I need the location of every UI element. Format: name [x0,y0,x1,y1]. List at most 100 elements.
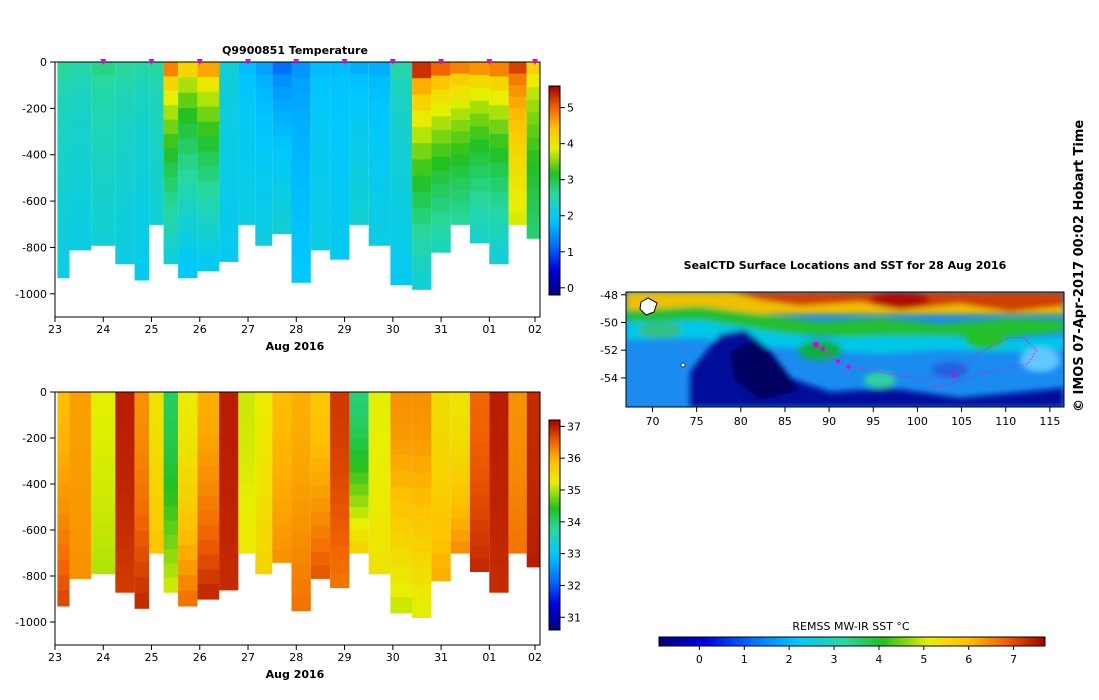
salinity-profile-cell [69,458,92,473]
temperature-profile-cell [349,131,369,144]
salinity-profile-cell [526,454,540,468]
salinity-profile-cell [310,498,331,513]
salinity-profile-cell [149,415,164,428]
salinity-profile-cell [450,541,470,554]
temperature-profile-cell [163,191,179,207]
temperature-profile-cell [69,142,92,157]
temperature-profile-cell [149,73,164,86]
salinity-profile-cell [431,486,451,501]
temperature-profile-cell [219,76,239,91]
temperature-y-tick-label: -1000 [15,288,47,301]
salinity-profile-cell [163,549,179,565]
temperature-profile-cell [149,120,164,133]
salinity-profile-cell [450,392,470,405]
sst-colorbar [658,636,1046,647]
salinity-profile-cell [508,484,527,497]
temperature-profile-cell [412,240,432,258]
temperature-profile-cell [368,140,391,155]
salinity-profile-cell [390,581,413,598]
temperature-profile-cell [330,216,350,232]
temperature-profile-cell [115,234,135,250]
salinity-profile-cell [291,563,311,580]
salinity-profile-cell [149,530,164,543]
temperature-profile-cell [197,181,220,197]
salinity-colorbar-tick-label: 37 [567,420,581,433]
temperature-profile-cell [91,62,116,76]
temperature-profile-cell [390,221,413,238]
salinity-profile-cell [255,456,273,471]
temperature-profile-cell [91,101,116,115]
salinity-profile-cell [431,392,451,407]
temperature-profile-cell [431,143,451,158]
salinity-profile-cell [349,392,369,405]
salinity-profile-cell [57,560,70,576]
temperature-profile-cell [219,218,239,234]
temperature-profile-cell [149,166,164,179]
salinity-profile-cell [238,449,256,462]
temperature-profile-cell [310,209,331,224]
salinity-profile-cell [238,518,256,531]
temperature-profile-cell [349,189,369,202]
temperature-profile-cell [255,62,273,76]
salinity-profile-cell [368,495,391,510]
sst-colorbar-tick-label: 7 [1010,653,1017,666]
surface-marker [438,59,445,65]
temperature-profile-cell [134,139,150,156]
salinity-profile-cell [272,513,292,527]
salinity-profile-cell [69,485,92,499]
salinity-profile-cell [390,423,413,440]
salinity-profile-cell [219,547,239,563]
salinity-profile-cell [489,506,509,522]
temperature-profile-cell [134,217,150,234]
salinity-profile-cell [349,403,369,416]
temperature-profile-cell [255,192,273,207]
temperature-profile-cell [390,189,413,206]
temperature-profile-cell [368,192,391,207]
sst-colorbar-tick-label: 0 [696,653,703,666]
temperature-profile-cell [91,219,116,233]
temperature-profile-cell [163,119,179,135]
surface-marker [389,59,396,65]
salinity-colorbar-tick-label: 31 [567,611,581,624]
salinity-profile-cell [489,577,509,593]
temperature-x-tick-label: 31 [434,323,448,336]
salinity-profile-cell [115,434,135,450]
salinity-profile-cell [134,561,150,578]
salinity-profile-cell [255,430,273,445]
salinity-profile-cell [310,392,331,406]
salinity-profile-cell [163,506,179,522]
temperature-colorbar-tick-label: 1 [567,246,574,259]
temperature-profile-cell [310,169,331,184]
salinity-profile-cell [134,546,150,563]
salinity-profile-cell [526,441,540,455]
temperature-profile-cell [470,74,490,89]
salinity-profile-cell [197,584,220,600]
temperature-profile-cell [57,185,70,202]
salinity-profile-cell [91,521,116,536]
salinity-profile-cell [508,541,527,554]
salinity-colorbar-tick-label: 35 [567,484,581,497]
salinity-profile-cell [134,392,150,408]
temperature-profile-cell [390,141,413,158]
salinity-profile-cell [349,438,369,451]
salinity-profile-cell [349,472,369,485]
salinity-profile-cell [178,407,198,424]
salinity-profile-cell [489,406,509,422]
salinity-x-tick-label: 02 [528,651,542,664]
temperature-profile-cell [508,166,527,179]
salinity-profile-cell [450,438,470,451]
salinity-profile-cell [163,520,179,536]
temperature-profile-cell [238,62,256,75]
salinity-x-tick-label: 30 [386,651,400,664]
temperature-y-tick-label: -400 [22,149,47,162]
salinity-profile-cell [470,558,490,572]
salinity-y-tick-label: -1000 [15,616,47,629]
temperature-profile-cell [238,108,256,121]
salinity-profile-cell [390,392,413,409]
temperature-profile-cell [431,170,451,185]
temperature-profile-cell [115,177,135,193]
temperature-y-tick-label: 0 [40,56,47,69]
salinity-profile-cell [197,451,220,467]
temperature-profile-cell [197,211,220,227]
temperature-profile-cell [163,134,179,149]
